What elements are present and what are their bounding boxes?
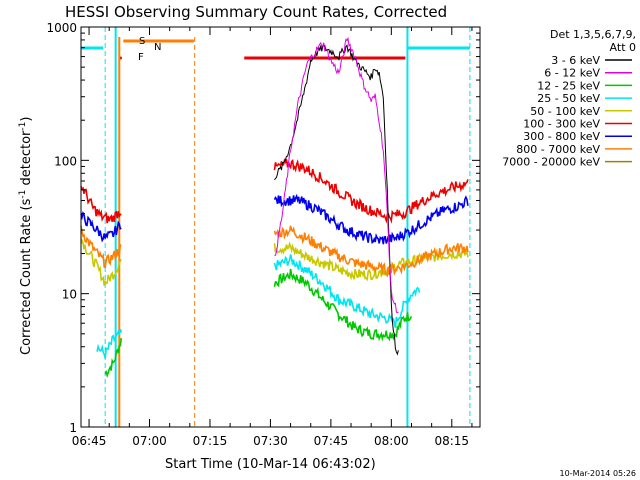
timestamp: 10-Mar-2014 05:26 — [560, 469, 637, 478]
flag-n: N — [154, 42, 161, 53]
x-tick-label: 07:00 — [132, 434, 167, 448]
legend-label: 25 - 50 keV — [537, 92, 600, 105]
legend-label: 100 - 300 keV — [523, 118, 600, 131]
y-tick-label: 1000 — [46, 21, 77, 35]
y-axis-label: Corrected Count Rate (s-1 detector-1) — [18, 117, 34, 355]
trace-100-300-kev — [80, 186, 122, 224]
x-axis: 06:45 07:00 07:15 07:30 07:45 08:00 08:15 — [72, 27, 473, 448]
trace-800-7000-kev — [273, 225, 469, 278]
trace-300-800-kev — [273, 193, 469, 245]
trace-3-6-kev — [274, 44, 399, 356]
x-tick-label: 06:45 — [72, 434, 107, 448]
y-tick-label: 10 — [62, 288, 77, 302]
legend-label: 3 - 6 keV — [551, 54, 600, 67]
chart-title: HESSI Observing Summary Count Rates, Cor… — [65, 3, 447, 21]
trace-12-25-kev — [104, 337, 123, 378]
y-tick-label: 100 — [54, 154, 77, 168]
legend-label: 300 - 800 keV — [523, 130, 600, 143]
trace-6-12-kev — [274, 36, 399, 314]
trace-12-25-kev — [273, 268, 413, 342]
plot-area — [80, 27, 471, 427]
x-axis-label: Start Time (10-Mar-14 06:43:02) — [165, 457, 376, 472]
trace-25-50-kev — [273, 254, 421, 328]
y-tick-label: 1 — [69, 421, 77, 435]
legend-header-line1: Det 1,3,5,6,7,9, — [550, 28, 636, 41]
y-axis: 1 10 100 1000 — [46, 21, 480, 435]
flag-s: S — [139, 36, 145, 47]
legend-label: 7000 - 20000 keV — [502, 156, 600, 169]
legend-label: 6 - 12 keV — [544, 67, 600, 80]
trace-25-50-kev — [96, 329, 123, 359]
legend-header-line2: Att 0 — [610, 41, 636, 54]
trace-800-7000-kev — [80, 225, 122, 269]
plot-frame — [80, 26, 481, 428]
x-tick-label: 07:45 — [314, 434, 349, 448]
x-tick-label: 08:15 — [434, 434, 469, 448]
x-tick-label: 07:30 — [253, 434, 288, 448]
legend-label: 50 - 100 keV — [530, 105, 600, 118]
x-tick-label: 08:00 — [374, 434, 409, 448]
x-tick-label: 07:15 — [193, 434, 228, 448]
legend-label: 800 - 7000 keV — [516, 143, 600, 156]
trace-100-300-kev — [273, 158, 469, 224]
trace-300-800-kev — [80, 211, 122, 243]
legend-label: 12 - 25 keV — [537, 79, 600, 92]
flag-f: F — [138, 52, 144, 63]
trace-50-100-kev — [80, 238, 122, 286]
